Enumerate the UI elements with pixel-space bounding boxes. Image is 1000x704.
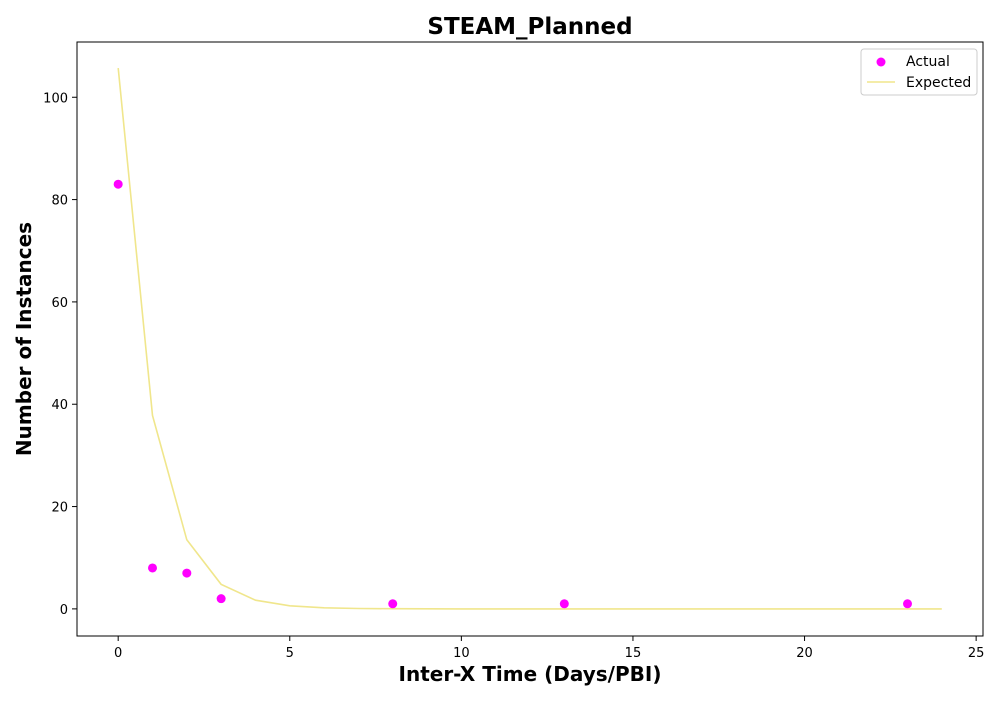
actual-data-point (182, 568, 192, 578)
x-tick-label: 5 (286, 646, 294, 661)
chart-title: STEAM_Planned (427, 14, 632, 40)
actual-data-point (388, 599, 398, 609)
actual-data-point (113, 179, 123, 189)
legend-label-actual: Actual (906, 54, 950, 70)
legend: Actual Expected (860, 48, 978, 96)
x-tick-label: 10 (453, 646, 470, 661)
x-tick-label: 25 (968, 646, 985, 661)
plot-area: 0 5 10 15 20 25 0 20 40 60 80 100 (43, 41, 985, 661)
y-tick-label: 40 (51, 398, 68, 413)
x-tick-label: 20 (796, 646, 813, 661)
expected-series-line (117, 68, 942, 610)
y-tick-label: 80 (51, 194, 68, 209)
x-tick-label: 15 (625, 646, 642, 661)
legend-marker-actual (876, 57, 886, 67)
y-tick-label: 20 (51, 501, 68, 516)
x-tick-label: 0 (114, 646, 122, 661)
legend-frame (860, 48, 978, 96)
actual-data-point (903, 599, 912, 609)
y-tick-label: 100 (43, 91, 68, 106)
actual-data-point (216, 594, 226, 604)
legend-label-expected: Expected (906, 75, 971, 91)
actual-data-point (559, 599, 569, 609)
plot-frame (76, 41, 984, 637)
y-tick-label: 0 (60, 603, 68, 618)
y-tick-label: 60 (51, 296, 68, 311)
x-axis-label: Inter-X Time (Days/PBI) (399, 662, 662, 686)
y-axis-label: Number of Instances (12, 222, 36, 456)
actual-data-point (148, 563, 157, 573)
